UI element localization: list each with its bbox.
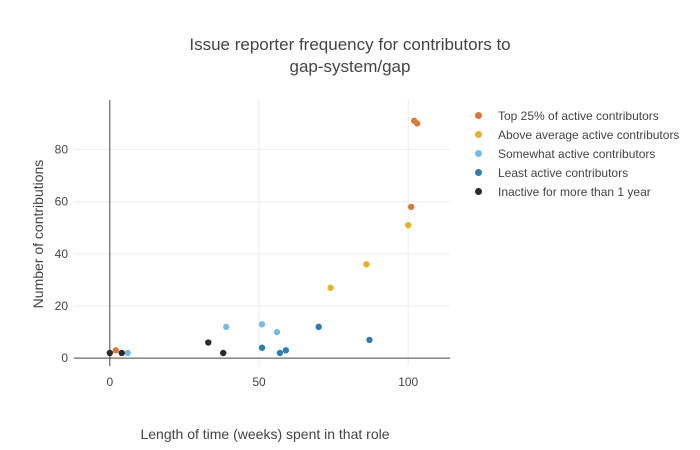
data-point: [112, 347, 119, 354]
legend-swatch: [475, 112, 482, 119]
data-point: [315, 323, 322, 331]
chart-title: Issue reporter frequency for contributor…: [150, 34, 550, 78]
data-point: [258, 344, 266, 351]
data-point: [222, 323, 230, 331]
data-point: [273, 328, 281, 336]
legend-item[interactable]: Least active contributors: [470, 163, 679, 182]
legend-item[interactable]: Top 25% of active contributors: [470, 106, 679, 125]
x-tick-label: 100: [398, 375, 418, 389]
data-point: [106, 349, 114, 357]
legend-label: Somewhat active contributors: [498, 146, 656, 161]
data-point: [405, 221, 412, 229]
data-point: [276, 349, 284, 357]
y-tick-label: 60: [55, 195, 69, 209]
data-point: [327, 284, 334, 291]
legend-swatch: [475, 169, 482, 176]
data-point: [118, 349, 125, 357]
x-tick-label: 0: [106, 375, 113, 389]
point-layer: [106, 117, 421, 357]
legend: Top 25% of active contributors Above ave…: [470, 106, 679, 201]
legend-item[interactable]: Somewhat active contributors: [470, 144, 679, 163]
data-point: [258, 321, 266, 328]
legend-swatch: [475, 188, 482, 195]
grid-layer: [74, 100, 450, 366]
data-point: [413, 120, 421, 127]
x-tick-label: 50: [252, 375, 266, 389]
data-point: [408, 203, 415, 211]
y-tick-label: 80: [55, 143, 69, 157]
tick-layer: 0 20 40 60 80 0 50 100: [55, 143, 419, 389]
legend-item[interactable]: Above average active contributors: [470, 125, 679, 144]
axis-layer: [74, 100, 450, 366]
chart-title-line-2: gap-system/gap: [289, 57, 411, 76]
y-axis-label: Number of contributions: [30, 159, 46, 309]
legend-label: Above average active contributors: [498, 127, 680, 142]
data-point: [282, 347, 290, 354]
y-tick-label: 40: [55, 247, 69, 261]
legend-label: Least active contributors: [498, 165, 629, 180]
legend-swatch: [475, 150, 482, 157]
data-point: [205, 339, 212, 346]
legend-label: Inactive for more than 1 year: [498, 184, 651, 199]
x-axis-label: Length of time (weeks) spent in that rol…: [140, 426, 390, 442]
data-point: [366, 336, 373, 344]
y-tick-label: 0: [61, 351, 68, 365]
legend-label: Top 25% of active contributors: [498, 108, 659, 123]
chart-title-line-1: Issue reporter frequency for contributor…: [189, 35, 511, 54]
y-tick-label: 20: [55, 299, 69, 313]
legend-swatch: [475, 131, 482, 138]
legend-item[interactable]: Inactive for more than 1 year: [470, 182, 679, 201]
data-point: [363, 261, 370, 268]
data-point: [220, 349, 227, 357]
data-point: [124, 349, 131, 357]
